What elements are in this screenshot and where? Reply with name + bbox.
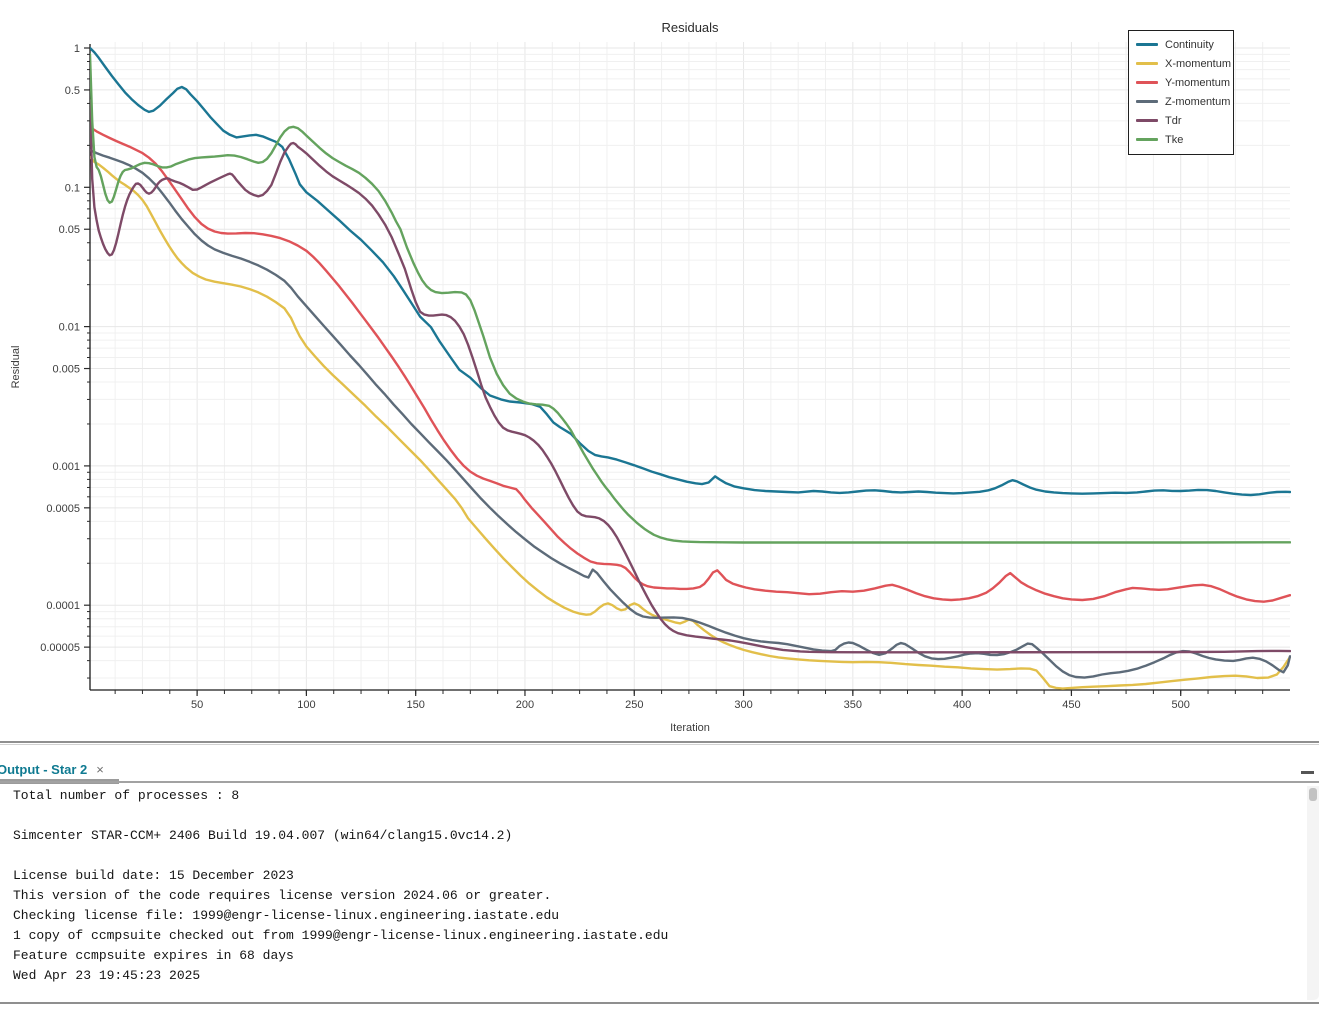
- legend-swatch-y-momentum: [1136, 81, 1158, 84]
- series-line-x-momentum: [90, 155, 1291, 690]
- panel-top-divider: [0, 741, 1319, 745]
- y-axis-label: Residual: [10, 345, 22, 389]
- svg-text:0.05: 0.05: [59, 224, 80, 236]
- svg-text:0.5: 0.5: [65, 85, 80, 97]
- svg-text:0.0005: 0.0005: [46, 503, 80, 515]
- console-line: Simcenter STAR-CCM+ 2406 Build 19.04.007…: [13, 828, 513, 843]
- console-line: Checking license file: 1999@engr-license…: [13, 908, 560, 923]
- chart-legend: Continuity X-momentum Y-momentum Z-momentum…: [1128, 30, 1234, 155]
- minimize-icon[interactable]: [1301, 771, 1314, 774]
- svg-text:0.0001: 0.0001: [46, 600, 80, 612]
- svg-text:0.00005: 0.00005: [40, 642, 80, 654]
- panel-bottom-divider: [0, 1002, 1319, 1004]
- legend-item-continuity: Continuity: [1129, 35, 1233, 54]
- legend-swatch-x-momentum: [1136, 62, 1158, 65]
- residuals-plot: 1 0.5 0.1 0.05 0.01 0.005 0.001 0.0005 0.0001 0.0…: [10, 20, 1291, 734]
- legend-label: Continuity: [1165, 38, 1214, 51]
- svg-text:100: 100: [297, 699, 315, 711]
- legend-item-tke: Tke: [1129, 130, 1233, 149]
- console-scrollbar[interactable]: [1307, 786, 1319, 1000]
- console-line: Wed Apr 23 19:45:23 2025: [13, 968, 201, 983]
- tab-bar-divider: [0, 781, 1319, 783]
- series-line-continuity: [90, 46, 1291, 497]
- legend-label: Z-momentum: [1165, 95, 1231, 108]
- svg-text:250: 250: [625, 699, 643, 711]
- legend-label: X-momentum: [1165, 57, 1232, 70]
- output-tab-bar: Output - Star 2 ×: [0, 745, 1319, 783]
- svg-text:50: 50: [191, 699, 203, 711]
- tab-output-star2[interactable]: Output - Star 2 ×: [0, 762, 104, 777]
- console-output: Total number of processes : 8 Simcenter …: [0, 786, 1307, 1002]
- chart-canvas: 1 0.5 0.1 0.05 0.01 0.005 0.001 0.0005 0.0001 0.0…: [40, 42, 1291, 711]
- x-axis-label: Iteration: [670, 722, 710, 734]
- tab-label: Output - Star 2: [0, 762, 88, 777]
- scrollbar-thumb[interactable]: [1309, 788, 1317, 801]
- svg-text:400: 400: [953, 699, 971, 711]
- console-line: Feature ccmpsuite expires in 68 days: [13, 948, 294, 963]
- series-line-y-momentum: [90, 126, 1291, 603]
- console-line: Total number of processes : 8: [13, 788, 240, 803]
- legend-swatch-continuity: [1136, 43, 1158, 46]
- chart-title: Residuals: [661, 20, 719, 35]
- svg-text:0.001: 0.001: [52, 461, 80, 473]
- legend-swatch-z-momentum: [1136, 100, 1158, 103]
- svg-text:1: 1: [74, 43, 80, 55]
- output-panel: Output - Star 2 × Total number of proces…: [0, 741, 1319, 1020]
- svg-text:450: 450: [1062, 699, 1080, 711]
- legend-swatch-tdr: [1136, 119, 1158, 122]
- console-line: 1 copy of ccmpsuite checked out from 199…: [13, 928, 669, 943]
- svg-text:500: 500: [1172, 699, 1190, 711]
- series-line-tdr: [90, 99, 1291, 654]
- legend-label: Y-momentum: [1165, 76, 1231, 89]
- legend-item-tdr: Tdr: [1129, 111, 1233, 130]
- close-icon[interactable]: ×: [96, 762, 104, 777]
- legend-label: Tdr: [1165, 114, 1182, 127]
- svg-text:300: 300: [734, 699, 752, 711]
- legend-item-y-momentum: Y-momentum: [1129, 73, 1233, 92]
- legend-item-x-momentum: X-momentum: [1129, 54, 1233, 73]
- svg-text:0.1: 0.1: [65, 182, 80, 194]
- legend-swatch-tke: [1136, 138, 1158, 141]
- console-line: License build date: 15 December 2023: [13, 868, 294, 883]
- svg-text:350: 350: [844, 699, 862, 711]
- legend-item-z-momentum: Z-momentum: [1129, 92, 1233, 111]
- svg-text:200: 200: [516, 699, 534, 711]
- svg-text:0.005: 0.005: [52, 364, 80, 376]
- svg-text:150: 150: [407, 699, 425, 711]
- svg-text:0.01: 0.01: [59, 322, 80, 334]
- legend-label: Tke: [1165, 133, 1184, 146]
- console-line: This version of the code requires licens…: [13, 888, 552, 903]
- series-line-z-momentum: [90, 148, 1291, 679]
- console-line: [0, 846, 1307, 866]
- series-line-tke: [90, 53, 1291, 544]
- console-line: [0, 806, 1307, 826]
